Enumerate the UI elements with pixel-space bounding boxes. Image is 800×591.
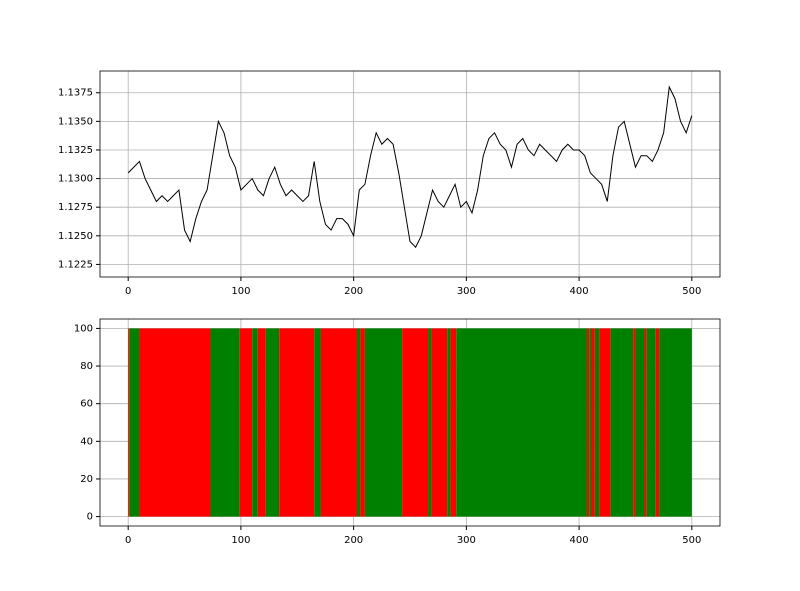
regime-bar: [129, 328, 140, 517]
regime-bar: [252, 328, 258, 517]
regime-bar: [646, 328, 656, 517]
regime-bar: [357, 328, 361, 517]
x-tick-label: 500: [682, 286, 701, 297]
regime-bar: [210, 328, 240, 517]
regime-bar: [314, 328, 321, 517]
regime-bar: [128, 328, 130, 517]
x-tick-label: 400: [570, 535, 589, 546]
regime-bar: [589, 328, 592, 517]
regime-bar: [364, 328, 403, 517]
y-tick-label: 1.1350: [58, 116, 93, 127]
regime-bar: [610, 328, 634, 517]
x-tick-label: 200: [344, 535, 363, 546]
x-tick-label: 0: [125, 286, 131, 297]
regime-bar: [239, 328, 253, 517]
regime-bar: [257, 328, 266, 517]
price-line: [127, 85, 693, 249]
regime-bar: [644, 328, 647, 517]
regime-bar: [655, 328, 660, 517]
x-tick-label: 200: [344, 286, 363, 297]
regime-bar: [265, 328, 280, 517]
y-tick-label: 80: [80, 361, 93, 372]
y-tick-label: 1.1375: [58, 88, 93, 99]
y-tick-label: 0: [87, 512, 93, 523]
y-tick-label: 60: [80, 399, 93, 410]
regime-bar: [450, 328, 457, 517]
regime-bar: [360, 328, 365, 517]
x-tick-label: 0: [125, 535, 131, 546]
y-tick-label: 20: [80, 474, 93, 485]
x-tick-label: 500: [682, 535, 701, 546]
regime-bar: [586, 328, 590, 517]
axes-frame: [99, 70, 721, 278]
regime-bar: [402, 328, 429, 517]
y-tick-label: 1.1250: [58, 231, 93, 242]
regime-bar: [659, 328, 692, 517]
regime-bar: [279, 328, 315, 517]
axes-frame: [99, 318, 721, 527]
y-tick-label: 1.1300: [58, 174, 93, 185]
y-tick-label: 1.1325: [58, 145, 93, 156]
regime-bar: [139, 328, 211, 517]
regime-bar: [447, 328, 451, 517]
x-tick-label: 300: [457, 286, 476, 297]
x-tick-label: 100: [231, 286, 250, 297]
y-tick-label: 100: [74, 323, 93, 334]
regime-bar: [635, 328, 645, 517]
regime-bar: [591, 328, 595, 517]
regime-bar: [428, 328, 432, 517]
x-tick-label: 100: [231, 535, 250, 546]
x-tick-label: 400: [570, 286, 589, 297]
x-tick-label: 300: [457, 535, 476, 546]
regime-bar: [594, 328, 600, 517]
regime-bar: [431, 328, 448, 517]
y-tick-label: 1.1225: [58, 259, 93, 270]
regime-bar: [320, 328, 358, 517]
regime-bar: [456, 328, 587, 517]
y-tick-label: 1.1275: [58, 202, 93, 213]
regime-bar: [599, 328, 611, 517]
regime-bar: [633, 328, 636, 517]
y-tick-label: 40: [80, 436, 93, 447]
